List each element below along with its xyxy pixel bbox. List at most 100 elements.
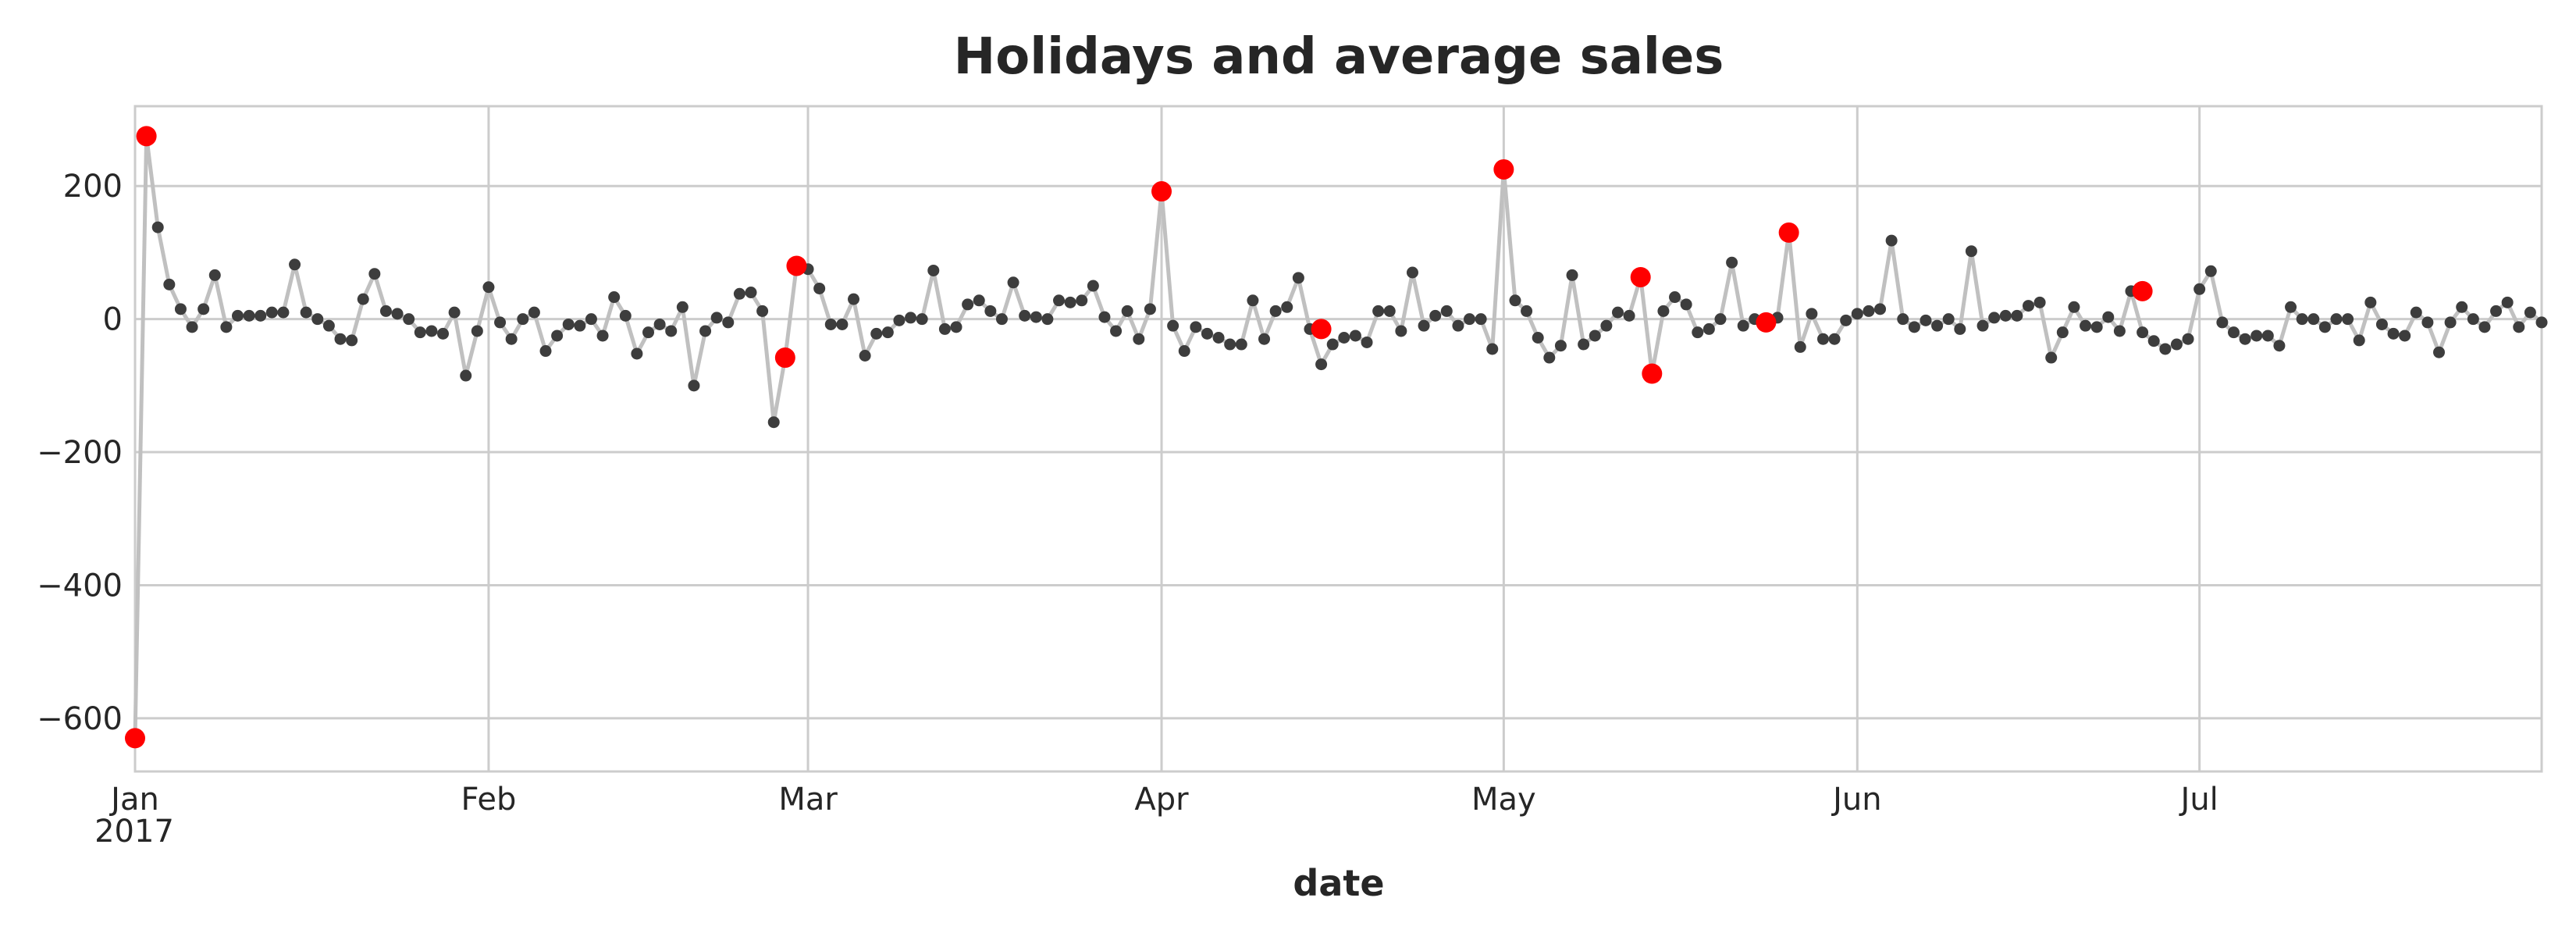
data-point bbox=[539, 345, 552, 358]
data-point bbox=[1714, 313, 1727, 326]
data-point bbox=[151, 221, 164, 233]
data-point bbox=[414, 326, 426, 339]
data-point bbox=[186, 321, 198, 333]
data-point bbox=[699, 325, 712, 337]
data-point bbox=[1190, 321, 1202, 333]
data-point bbox=[208, 269, 221, 281]
data-point bbox=[232, 309, 244, 322]
data-point bbox=[460, 369, 472, 382]
data-point bbox=[1669, 291, 1681, 304]
data-point bbox=[608, 291, 621, 304]
data-point bbox=[1212, 331, 1225, 344]
data-point bbox=[1566, 269, 1578, 281]
data-point bbox=[1007, 276, 1019, 289]
data-point bbox=[1418, 319, 1430, 332]
data-point bbox=[2113, 325, 2126, 337]
data-point bbox=[2033, 296, 2046, 308]
data-point bbox=[824, 318, 837, 330]
data-point bbox=[2080, 319, 2092, 332]
data-point bbox=[2102, 311, 2115, 323]
data-point bbox=[300, 306, 312, 319]
data-point bbox=[2421, 316, 2434, 329]
x-tick-label: Jul bbox=[2179, 782, 2218, 818]
data-point bbox=[1851, 308, 1863, 320]
data-point bbox=[1532, 331, 1544, 344]
data-point bbox=[403, 313, 415, 326]
data-point bbox=[2364, 296, 2377, 308]
data-point bbox=[1509, 294, 1521, 307]
data-point bbox=[1840, 314, 1852, 326]
data-point bbox=[1874, 303, 1887, 315]
data-point bbox=[1611, 306, 1624, 319]
data-point bbox=[1338, 331, 1350, 344]
data-point bbox=[2056, 326, 2069, 339]
data-point bbox=[2204, 265, 2217, 277]
data-point bbox=[1942, 313, 1955, 326]
data-point bbox=[437, 327, 450, 340]
y-tick-label: 0 bbox=[103, 302, 123, 338]
data-point bbox=[2137, 326, 2149, 339]
holiday-point bbox=[1756, 312, 1777, 333]
data-point bbox=[1486, 343, 1499, 355]
data-point bbox=[2194, 283, 2206, 295]
data-point bbox=[984, 305, 997, 317]
series-line bbox=[133, 134, 2543, 739]
data-point bbox=[1235, 338, 1247, 351]
data-point bbox=[688, 379, 700, 392]
data-point bbox=[265, 306, 278, 319]
data-point bbox=[1554, 340, 1567, 352]
holiday-point bbox=[136, 126, 157, 147]
data-point bbox=[1292, 272, 1304, 284]
data-point bbox=[163, 278, 176, 290]
series-line-group bbox=[133, 134, 2543, 739]
holiday-point bbox=[1493, 159, 1514, 180]
data-point bbox=[1897, 313, 1909, 326]
data-point bbox=[254, 309, 267, 322]
holiday-point bbox=[1311, 319, 1332, 340]
data-point bbox=[2170, 338, 2183, 351]
data-point bbox=[995, 313, 1008, 326]
data-point bbox=[2239, 333, 2251, 345]
holiday-point bbox=[1642, 363, 1663, 384]
data-point bbox=[1269, 305, 1282, 317]
data-point bbox=[2307, 313, 2320, 326]
data-point bbox=[379, 305, 392, 317]
data-point bbox=[1167, 319, 1179, 332]
data-point bbox=[2456, 301, 2468, 313]
data-point bbox=[1133, 333, 1145, 345]
data-point bbox=[927, 264, 940, 276]
data-point bbox=[767, 416, 780, 429]
x-axis-label: date bbox=[1293, 862, 1384, 904]
data-point bbox=[1247, 294, 1259, 307]
data-point bbox=[1452, 319, 1464, 332]
data-point bbox=[2342, 313, 2354, 326]
data-point bbox=[346, 334, 358, 347]
data-point bbox=[1680, 298, 1692, 311]
data-point bbox=[2011, 309, 2023, 322]
data-point bbox=[1988, 312, 2001, 324]
data-point bbox=[1999, 309, 2012, 322]
x-axis-ticks: Jan Feb Mar Apr May Jun Jul bbox=[109, 782, 2218, 818]
data-point bbox=[2022, 300, 2034, 312]
data-point bbox=[2444, 316, 2457, 329]
data-point bbox=[938, 322, 951, 335]
holiday-points bbox=[125, 126, 2153, 749]
data-point bbox=[197, 303, 210, 315]
x-tick-label: Mar bbox=[778, 782, 838, 818]
data-point bbox=[1201, 327, 1213, 340]
data-point bbox=[1041, 313, 1054, 326]
data-point bbox=[1121, 305, 1133, 317]
data-point bbox=[1429, 309, 1442, 322]
data-point bbox=[893, 314, 906, 326]
data-point bbox=[1920, 314, 1932, 326]
data-point bbox=[1703, 322, 1715, 335]
data-point bbox=[1794, 340, 1806, 353]
y-tick-label: −200 bbox=[37, 435, 123, 471]
data-point bbox=[848, 293, 860, 305]
holiday-point bbox=[774, 347, 795, 369]
data-point bbox=[813, 282, 826, 294]
data-point bbox=[859, 350, 871, 362]
data-point bbox=[1464, 313, 1476, 326]
data-point bbox=[1806, 308, 1818, 320]
